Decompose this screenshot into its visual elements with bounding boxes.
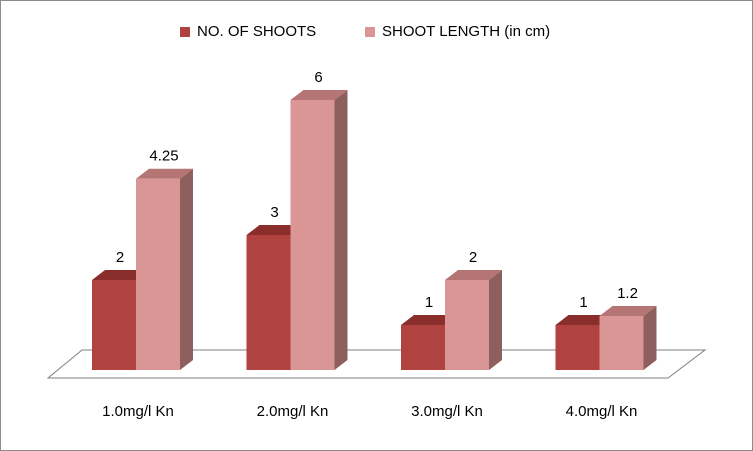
bar-side (489, 270, 502, 370)
bar-top (92, 270, 149, 280)
data-label: 1 (425, 294, 433, 311)
bar-top (290, 90, 348, 100)
bar-top (246, 225, 304, 235)
bar (599, 316, 644, 370)
data-label: 2 (116, 249, 124, 266)
data-label: 1.2 (617, 285, 638, 302)
legend-swatch (180, 27, 190, 37)
data-label: 4.25 (149, 148, 178, 165)
bar (92, 280, 136, 370)
x-tick-label: 2.0mg/l Kn (257, 403, 329, 420)
legend-label: NO. OF SHOOTS (197, 23, 316, 40)
legend-swatch (365, 27, 375, 37)
data-label: 6 (314, 69, 322, 86)
legend: NO. OF SHOOTS SHOOT LENGTH (in cm) (180, 23, 550, 40)
x-tick-label: 4.0mg/l Kn (566, 403, 638, 420)
floor (46, 349, 707, 379)
bar-side (334, 90, 348, 370)
bar-side (180, 168, 193, 370)
bar-top (599, 306, 657, 316)
data-label: 2 (469, 249, 477, 266)
bar-top (445, 270, 502, 280)
bar (401, 325, 445, 370)
legend-label: SHOOT LENGTH (in cm) (382, 23, 550, 40)
data-label: 1 (579, 294, 587, 311)
bar (136, 178, 180, 370)
data-label: 3 (270, 204, 278, 221)
bar (555, 325, 600, 370)
bar (290, 100, 335, 370)
bar (246, 235, 291, 370)
bar-top (136, 168, 193, 179)
bar (445, 280, 489, 370)
bar-side (643, 306, 657, 370)
bar-top (401, 315, 458, 325)
bar-top (555, 315, 613, 325)
x-tick-label: 1.0mg/l Kn (102, 403, 174, 420)
x-tick-label: 3.0mg/l Kn (411, 403, 483, 420)
